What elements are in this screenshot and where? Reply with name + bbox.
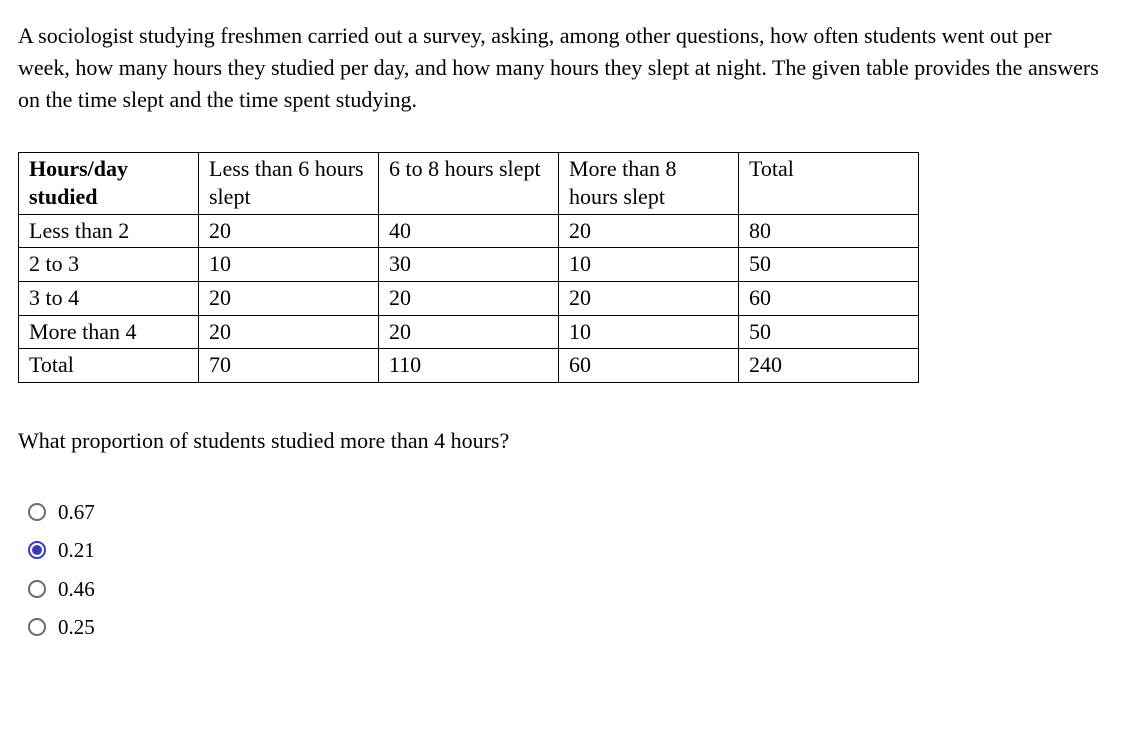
table-cell: 20	[559, 282, 739, 316]
table-cell: Less than 2	[19, 214, 199, 248]
table-cell: 40	[379, 214, 559, 248]
table-cell: 240	[739, 349, 919, 383]
table-cell: 60	[559, 349, 739, 383]
radio-icon[interactable]	[28, 580, 46, 598]
table-cell: 60	[739, 282, 919, 316]
table-cell: 20	[379, 282, 559, 316]
answer-option-label: 0.46	[58, 574, 95, 604]
question-text: What proportion of students studied more…	[18, 425, 1108, 457]
table-cell: 3 to 4	[19, 282, 199, 316]
answer-option-label: 0.67	[58, 497, 95, 527]
question-prompt: A sociologist studying freshmen carried …	[18, 20, 1108, 116]
table-cell: 10	[559, 315, 739, 349]
table-header-cell: Total	[739, 152, 919, 214]
table-header-row: Hours/day studiedLess than 6 hours slept…	[19, 152, 919, 214]
table-cell: 2 to 3	[19, 248, 199, 282]
table-row: 3 to 420202060	[19, 282, 919, 316]
table-cell: 70	[199, 349, 379, 383]
answer-option[interactable]: 0.46	[28, 574, 1108, 604]
table-body: Hours/day studiedLess than 6 hours slept…	[19, 152, 919, 382]
table-cell: Total	[19, 349, 199, 383]
table-header-cell: Less than 6 hours slept	[199, 152, 379, 214]
table-header-cell: 6 to 8 hours slept	[379, 152, 559, 214]
table-cell: 20	[199, 315, 379, 349]
table-cell: 20	[199, 214, 379, 248]
table-row: Less than 220402080	[19, 214, 919, 248]
data-table: Hours/day studiedLess than 6 hours slept…	[18, 152, 919, 383]
answer-options: 0.67 0.21 0.46 0.25	[18, 497, 1108, 643]
table-header-cell: More than 8 hours slept	[559, 152, 739, 214]
radio-icon[interactable]	[28, 503, 46, 521]
answer-option-label: 0.25	[58, 612, 95, 642]
radio-icon[interactable]	[28, 541, 46, 559]
table-row: Total7011060240	[19, 349, 919, 383]
table-cell: 110	[379, 349, 559, 383]
table-row: 2 to 310301050	[19, 248, 919, 282]
table-cell: 10	[559, 248, 739, 282]
answer-option[interactable]: 0.21	[28, 535, 1108, 565]
table-header-cell: Hours/day studied	[19, 152, 199, 214]
table-cell: 80	[739, 214, 919, 248]
answer-option[interactable]: 0.25	[28, 612, 1108, 642]
table-cell: 20	[199, 282, 379, 316]
table-cell: 50	[739, 248, 919, 282]
answer-option[interactable]: 0.67	[28, 497, 1108, 527]
table-row: More than 420201050	[19, 315, 919, 349]
table-cell: More than 4	[19, 315, 199, 349]
table-cell: 30	[379, 248, 559, 282]
answer-option-label: 0.21	[58, 535, 95, 565]
table-cell: 50	[739, 315, 919, 349]
table-cell: 10	[199, 248, 379, 282]
radio-icon[interactable]	[28, 618, 46, 636]
table-cell: 20	[559, 214, 739, 248]
table-cell: 20	[379, 315, 559, 349]
